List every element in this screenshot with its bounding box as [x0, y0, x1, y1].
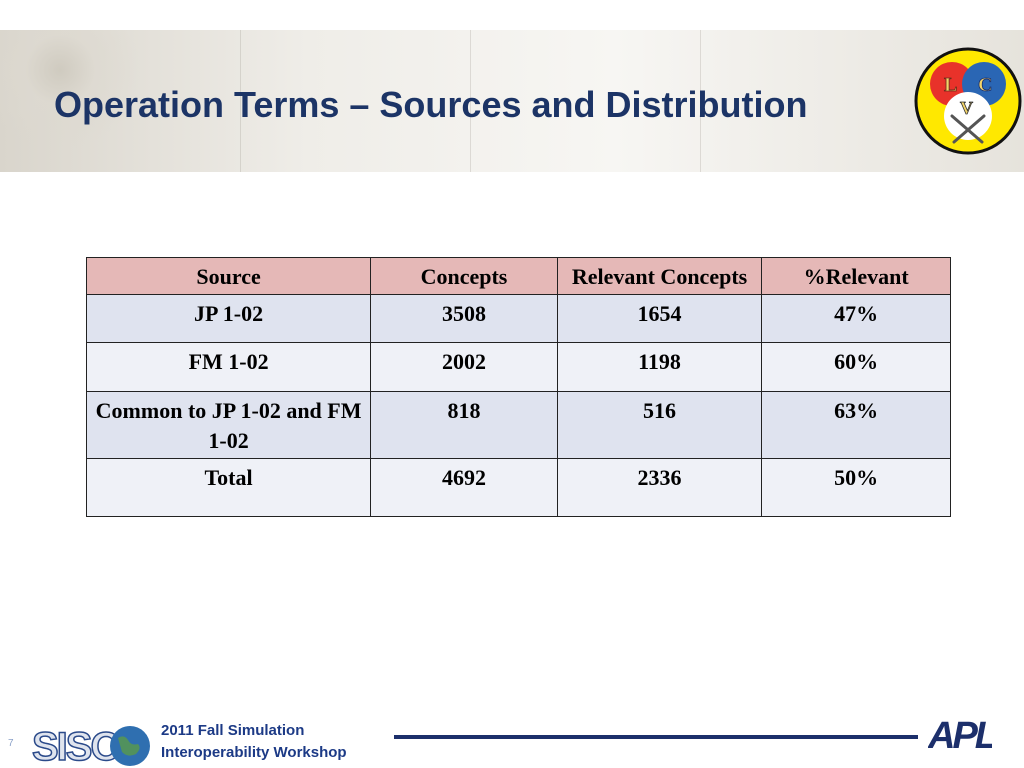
siso-logo: SISO	[31, 724, 150, 768]
cell-concepts: 2002	[370, 342, 558, 392]
col-header-concepts: Concepts	[370, 257, 558, 295]
cell-relevant: 516	[556, 391, 763, 459]
workshop-line-1: 2011 Fall Simulation	[161, 722, 305, 739]
table-row: JP 1-02 3508 1654 47%	[85, 294, 951, 343]
header-panel-divider	[700, 30, 701, 172]
apl-logo: APL	[928, 715, 992, 752]
workshop-label: 2011 Fall Simulation Interoperability Wo…	[161, 720, 347, 764]
cell-relevant: 1654	[556, 294, 763, 343]
col-header-relevant: Relevant Concepts	[556, 257, 763, 295]
logo-letter-v: V	[960, 98, 973, 118]
cell-concepts: 3508	[370, 294, 558, 343]
siso-logo-text: SISO	[32, 725, 120, 768]
cell-pct: 60%	[761, 342, 951, 392]
cell-source: JP 1-02	[85, 294, 372, 343]
table-row: FM 1-02 2002 1198 60%	[85, 342, 951, 392]
slide-number: 7	[8, 738, 14, 749]
cell-pct: 63%	[761, 391, 951, 459]
slide-title: Operation Terms – Sources and Distributi…	[54, 84, 808, 125]
workshop-line-2: Interoperability Workshop	[161, 744, 347, 761]
cell-pct: 50%	[761, 458, 951, 517]
lcv-logo: L C V	[914, 47, 1022, 155]
col-header-pct-relevant: %Relevant	[761, 257, 951, 295]
table-row: Total 4692 2336 50%	[85, 458, 951, 517]
apl-logo-text: APL	[928, 715, 992, 752]
footer-divider	[394, 735, 918, 739]
header-band	[0, 30, 1024, 172]
cell-relevant: 1198	[556, 342, 763, 392]
crossed-swords-icon	[950, 114, 986, 144]
cell-concepts: 818	[370, 391, 558, 459]
table-header-row: Source Concepts Relevant Concepts %Relev…	[85, 257, 951, 295]
cell-source: FM 1-02	[85, 342, 372, 392]
cell-relevant: 2336	[556, 458, 763, 517]
logo-letter-c: C	[978, 74, 992, 96]
header-seal-background	[0, 30, 180, 172]
col-header-source: Source	[85, 257, 372, 295]
logo-letter-l: L	[944, 74, 957, 96]
header-panel-divider	[240, 30, 241, 172]
cell-source: Common to JP 1-02 and FM 1-02	[85, 391, 372, 459]
cell-source: Total	[85, 458, 372, 517]
cell-pct: 47%	[761, 294, 951, 343]
cell-concepts: 4692	[370, 458, 558, 517]
sources-table: Source Concepts Relevant Concepts %Relev…	[85, 257, 951, 517]
table-row: Common to JP 1-02 and FM 1-02 818 516 63…	[85, 391, 951, 459]
header-panel-divider	[470, 30, 471, 172]
